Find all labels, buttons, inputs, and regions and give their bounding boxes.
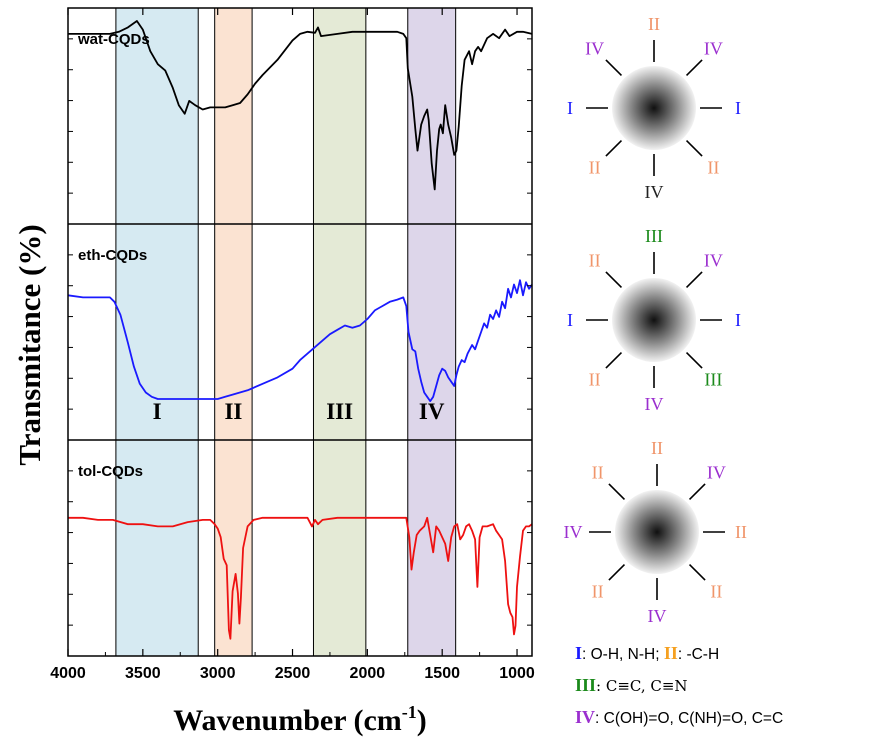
legend-line-2: III: C≡C, C≡N — [575, 672, 885, 704]
cqd-ray-label: IV — [585, 39, 604, 59]
cqd-ray-label: IV — [704, 39, 723, 59]
x-axis-label: Wavenumber (cm-1) — [173, 702, 427, 737]
cqd-ray-label: I — [567, 98, 573, 118]
cqd-core — [612, 66, 696, 150]
legend-roman-III: III — [575, 675, 597, 695]
cqd-ray-label: II — [710, 581, 722, 601]
cqd-ray-label: II — [592, 581, 604, 601]
cqd-ray-label: I — [735, 98, 741, 118]
legend-text-II: : -C-H — [677, 646, 720, 663]
spectrum-line-eth-CQDs — [67, 279, 533, 403]
band-region-II — [214, 7, 253, 657]
cqd-core — [612, 278, 696, 362]
band-regions — [115, 7, 457, 657]
cqd-ray — [605, 351, 623, 369]
cqd-ray-label: II — [589, 369, 601, 389]
spectra-curves — [67, 20, 533, 640]
cqd-ray — [685, 139, 703, 157]
band-label-I: I — [153, 399, 162, 424]
legend-line-1: I: O-H, N-H; II: -C-H — [575, 640, 885, 672]
cqd-ray-label: IV — [564, 522, 583, 542]
x-tick-label: 3000 — [200, 665, 236, 682]
legend-text-IV: : C(OH)=O, C(NH)=O, C=C — [595, 710, 784, 727]
cqd-ray-label: III — [704, 369, 722, 389]
cqd-ray — [685, 351, 703, 369]
cqd-ray-label: II — [707, 157, 719, 177]
legend-roman-II: II — [663, 643, 678, 663]
cqd-ray-label: I — [567, 310, 573, 330]
panel-label-tol-CQDs: tol-CQDs — [78, 463, 143, 480]
legend-line-3: IV: C(OH)=O, C(NH)=O, C=C — [575, 704, 885, 736]
cqd-ray — [605, 139, 623, 157]
cqd-ray-label: II — [648, 14, 660, 34]
panel-label-wat-CQDs: wat-CQDs — [77, 31, 150, 48]
x-tick-label: 1500 — [424, 665, 460, 682]
legend-text-I: : O-H, N-H; — [582, 646, 664, 663]
y-axis-label: Transmitance (%) — [12, 224, 47, 465]
legend-roman-IV: IV — [575, 707, 596, 727]
cqd-ray-label: IV — [648, 606, 667, 626]
cqd-ray-label: IV — [704, 251, 723, 271]
cqd-ray — [605, 59, 623, 77]
spectrum-line-wat-CQDs — [68, 20, 533, 191]
spectrum-line-tol-CQDs — [68, 516, 533, 640]
functional-group-legend: I: O-H, N-H; II: -C-H III: C≡C, C≡N IV: … — [575, 640, 885, 736]
plot-border — [67, 7, 533, 657]
band-region-I — [115, 7, 199, 657]
cqd-ray — [688, 483, 706, 501]
cqd-ray-label: II — [589, 251, 601, 271]
cqd-ray — [685, 271, 703, 289]
cqd-ray-label: II — [592, 463, 604, 483]
x-axis-label-close: ) — [417, 704, 427, 737]
cqd-ray — [605, 271, 623, 289]
cqd-ray-label: II — [735, 522, 747, 542]
cqd-ray-label: III — [645, 226, 663, 246]
cqd-particle-3: II IV II II IV II IV II — [564, 438, 748, 626]
band-labels: I II III IV — [153, 399, 445, 424]
x-axis-label-sup: -1 — [402, 702, 417, 722]
legend-roman-I: I — [575, 643, 583, 663]
band-label-II: II — [224, 399, 242, 424]
cqd-ray — [608, 483, 626, 501]
cqd-core — [615, 490, 699, 574]
cqd-ray-label: II — [589, 157, 601, 177]
cqd-ray-label: IV — [645, 394, 664, 414]
legend-text-III: : C≡C, C≡N — [596, 677, 688, 695]
cqd-ray — [608, 563, 626, 581]
cqd-particle-diagrams: IIIVIIIIVIIIIVIIIIVIIIIIVIIIIIIIIVIIIIIV… — [564, 14, 748, 626]
cqd-ray-label: IV — [707, 463, 726, 483]
x-axis-ticks: 4000 3500 3000 2500 2000 1500 1000 — [50, 8, 535, 682]
x-tick-label: 4000 — [50, 665, 86, 682]
cqd-ray-label: I — [735, 310, 741, 330]
panel-label-eth-CQDs: eth-CQDs — [78, 247, 147, 264]
x-tick-label: 1000 — [499, 665, 535, 682]
x-tick-label: 2000 — [350, 665, 386, 682]
x-tick-label: 2500 — [275, 665, 311, 682]
x-axis-label-main: Wavenumber (cm — [173, 704, 402, 737]
cqd-ray-label: IV — [645, 182, 664, 202]
band-region-III — [312, 7, 367, 657]
cqd-ray-label: II — [651, 438, 663, 458]
cqd-ray — [688, 563, 706, 581]
cqd-ray — [685, 59, 703, 77]
band-label-III: III — [326, 399, 353, 424]
plot-frame — [67, 7, 533, 657]
x-tick-label: 3500 — [125, 665, 161, 682]
band-label-IV: IV — [419, 399, 445, 424]
panel-labels: wat-CQDs eth-CQDs tol-CQDs — [77, 31, 150, 480]
